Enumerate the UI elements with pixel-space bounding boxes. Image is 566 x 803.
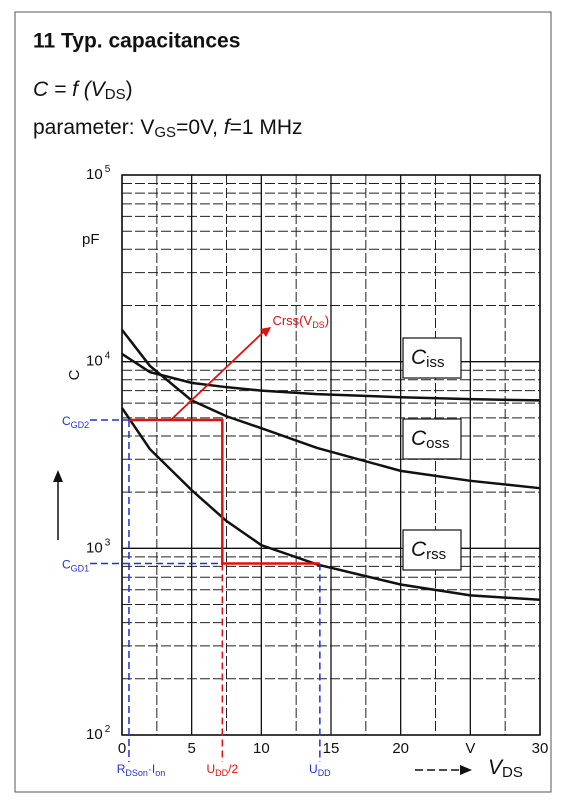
red-step bbox=[128, 418, 320, 565]
series-label-main: C bbox=[411, 346, 427, 369]
y-tick-base: 10 bbox=[86, 353, 103, 370]
subtitle: C = f (VDS) bbox=[33, 78, 133, 103]
udd_half-label: UDD/2 bbox=[206, 762, 238, 778]
rdson-label: RDSon·Ion bbox=[117, 762, 166, 778]
cgd2-label-sub: GD2 bbox=[71, 420, 90, 430]
udd_half-label-b: /2 bbox=[228, 762, 238, 776]
series-label-sub: oss bbox=[426, 435, 449, 452]
series-label-main: C bbox=[411, 538, 427, 561]
series-label-sub: rss bbox=[426, 546, 446, 563]
label-box bbox=[402, 418, 462, 460]
arrow-label-b: ) bbox=[325, 313, 329, 328]
x-tick-label: 20 bbox=[392, 740, 409, 757]
x-tick-label: 5 bbox=[187, 740, 195, 757]
y-tick-label: 10 3 bbox=[86, 537, 111, 556]
x-tick-label: 30 bbox=[532, 740, 549, 757]
series-label-main: C bbox=[411, 427, 427, 450]
plot-frame bbox=[121, 174, 541, 736]
y-tick-base: 10 bbox=[86, 726, 103, 743]
series-label-sub: iss bbox=[426, 354, 444, 371]
x-tick-label: 10 bbox=[253, 740, 270, 757]
label-box bbox=[402, 337, 462, 379]
chart-title: 11 Typ. capacitances bbox=[33, 30, 240, 53]
udd-label: UDD bbox=[309, 762, 331, 778]
udd-label-label: U bbox=[309, 762, 318, 776]
y-tick-label: 10 2 bbox=[86, 724, 111, 743]
cgd1-label-label: C bbox=[62, 558, 71, 572]
series-label: Crss bbox=[411, 538, 446, 563]
x-tick-label: 0 bbox=[118, 740, 126, 757]
udd_half-label-sub: DD bbox=[215, 768, 228, 778]
series-line bbox=[121, 329, 541, 490]
label-box bbox=[402, 529, 462, 571]
arrow-label: Crss(VDS) bbox=[272, 313, 329, 330]
y-tick-base: 10 bbox=[86, 166, 103, 183]
rdson-label-sub: DSon bbox=[125, 768, 148, 778]
series-label: Coss bbox=[411, 427, 450, 452]
cgd1-label: CGD1 bbox=[62, 558, 89, 574]
cgd2-label-label: C bbox=[62, 414, 71, 428]
arrow-label-a: Crss(V bbox=[272, 313, 312, 328]
rdson-label-label: R bbox=[117, 762, 126, 776]
arrow-label-sub: DS bbox=[312, 320, 325, 330]
x-tick-label: V bbox=[465, 740, 475, 757]
rdson-label-sub2: on bbox=[155, 768, 165, 778]
y-tick-label: 10 4 bbox=[86, 350, 111, 369]
rdson-label-b: ·I bbox=[148, 762, 155, 776]
y-tick-exp: 2 bbox=[105, 724, 111, 735]
udd_half-label-label: U bbox=[206, 762, 215, 776]
series-line bbox=[120, 407, 541, 602]
y-tick-exp: 4 bbox=[105, 350, 111, 361]
y-tick-label: 10 5 bbox=[86, 164, 111, 183]
red-arrow bbox=[170, 329, 267, 421]
series-label: Ciss bbox=[411, 346, 445, 371]
series-line bbox=[121, 352, 541, 402]
cgd1-label-sub: GD1 bbox=[71, 564, 90, 574]
y-tick-exp: 5 bbox=[105, 164, 111, 175]
x-arrow-head bbox=[460, 765, 472, 775]
parameter: parameter: VGS=0V, f=1 MHz bbox=[33, 116, 303, 141]
y-unit: pF bbox=[82, 231, 100, 248]
x-tick-label: 15 bbox=[323, 740, 340, 757]
red-arrow-head bbox=[260, 327, 272, 337]
y-tick-base: 10 bbox=[86, 539, 103, 556]
y-arrow-head bbox=[53, 470, 63, 482]
y-axis-label: C bbox=[66, 369, 83, 380]
frame bbox=[14, 11, 552, 793]
cgd2-label: CGD2 bbox=[62, 414, 89, 430]
x-axis-label: VDS bbox=[488, 756, 523, 781]
udd-label-sub: DD bbox=[318, 768, 331, 778]
y-tick-exp: 3 bbox=[105, 537, 111, 548]
